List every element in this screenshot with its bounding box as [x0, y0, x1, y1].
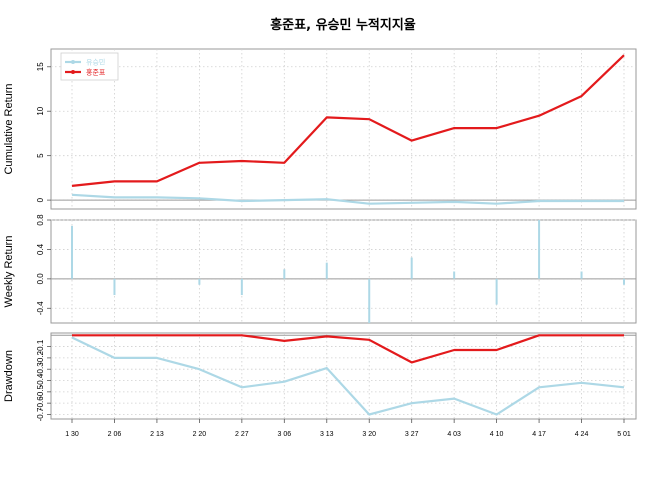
- panel-frame: [50, 48, 637, 210]
- x-tick-label: 4 03: [447, 431, 461, 438]
- series-line-홍준표: [71, 54, 625, 187]
- y-tick-label: 0.8: [36, 214, 45, 226]
- legend-label: 유승민: [86, 58, 105, 67]
- panel-frame: [50, 219, 637, 324]
- y-tick-label: -0.4: [36, 301, 45, 315]
- x-tick-label: 3 20: [362, 431, 376, 438]
- y-tick-label: -0.4: [36, 373, 45, 387]
- y-tick-label: 0: [36, 197, 45, 202]
- y-tick-label: -0.1: [36, 339, 45, 353]
- y-tick-label: -0.5: [36, 384, 45, 398]
- y-tick-label: 0.4: [36, 243, 45, 255]
- y-tick-label: 5: [36, 153, 45, 158]
- y-axis-label: Cumulative Return: [3, 83, 15, 174]
- x-tick-label: 4 17: [532, 431, 546, 438]
- x-tick-label: 3 06: [277, 431, 291, 438]
- x-tick-label: 5 01: [617, 431, 631, 438]
- legend-marker: [71, 70, 75, 74]
- series-line-유승민: [71, 193, 624, 205]
- y-tick-label: -0.6: [36, 396, 45, 410]
- x-tick-label: 4 24: [575, 431, 589, 438]
- x-tick-label: 2 20: [193, 431, 207, 438]
- y-axis-label: Drawdown: [3, 350, 15, 402]
- x-tick-label: 2 13: [150, 431, 164, 438]
- legend-marker: [71, 60, 75, 64]
- legend-label: 홍준표: [86, 68, 106, 77]
- legend-box: [60, 52, 119, 81]
- x-tick-label: 3 13: [320, 431, 334, 438]
- panel-frame: [50, 332, 637, 420]
- y-axis-label: Weekly Return: [3, 236, 15, 308]
- x-tick-label: 2 27: [235, 431, 249, 438]
- chart-title: 홍준표, 유승민 누적지지율: [270, 17, 416, 33]
- y-tick-label: -0.3: [36, 362, 45, 376]
- panel-2: -0.4 0.0 0.4 0.8 Weekly Return: [3, 214, 637, 324]
- y-tick-label: 15: [36, 62, 45, 71]
- series-line-유승민: [71, 336, 625, 416]
- x-tick-label: 1 30: [65, 431, 79, 438]
- y-tick-label: 0.0: [36, 273, 45, 285]
- y-tick-label: -0.2: [36, 350, 45, 364]
- y-tick-label: 10: [36, 106, 45, 115]
- x-tick-label: 4 10: [490, 431, 504, 438]
- y-tick-label: -0.7: [36, 407, 45, 421]
- x-tick-label: 2 06: [108, 431, 122, 438]
- series-line-홍준표: [72, 334, 624, 364]
- panel-3: -0.1-0.2-0.3-0.4-0.5-0.6-0.7 Drawdown: [3, 332, 637, 421]
- x-tick-label: 3 27: [405, 431, 419, 438]
